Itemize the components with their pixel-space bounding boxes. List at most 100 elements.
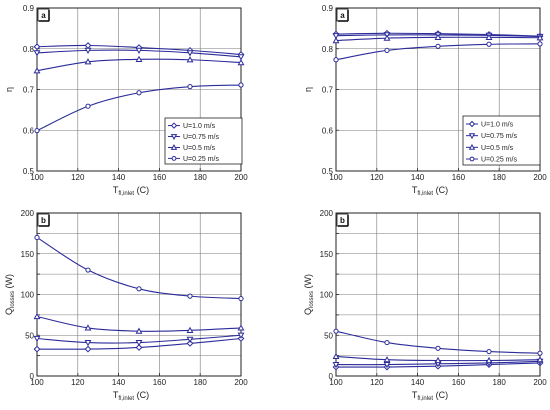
data-point bbox=[435, 43, 441, 49]
data-point bbox=[332, 33, 340, 40]
x-tick-label: 180 bbox=[493, 378, 507, 387]
series-u-0-5-m-s bbox=[33, 55, 245, 74]
y-tick-label: 200 bbox=[320, 209, 334, 218]
panel-label-text: a bbox=[41, 11, 46, 20]
series-curve-2 bbox=[332, 352, 544, 364]
x-tick-label: 100 bbox=[329, 378, 343, 387]
data-point bbox=[136, 286, 142, 292]
y-axis-label: Qlosses (W) bbox=[303, 274, 315, 315]
y-tick-label: 100 bbox=[320, 291, 334, 300]
legend-entry: U=1.0 m/s bbox=[481, 122, 514, 129]
x-tick-label: 120 bbox=[370, 173, 384, 182]
data-point bbox=[485, 356, 493, 364]
chart-q-right: 100 120 140 160 180 200 0 50 100 150 200 Tfl,inlet … bbox=[303, 209, 547, 402]
data-point bbox=[237, 54, 245, 61]
data-point bbox=[186, 336, 194, 343]
y-tick-label: 200 bbox=[21, 209, 35, 218]
x-tick-label: 180 bbox=[194, 173, 208, 182]
data-point bbox=[383, 361, 391, 369]
x-tick-label: 120 bbox=[370, 378, 384, 387]
legend-entry: U=0.75 m/s bbox=[481, 133, 517, 140]
x-tick-label: 140 bbox=[411, 378, 425, 387]
data-point bbox=[434, 356, 442, 364]
data-point bbox=[135, 344, 143, 351]
data-point bbox=[33, 335, 41, 343]
panel-label: a bbox=[336, 8, 349, 22]
data-point bbox=[332, 361, 340, 369]
data-point bbox=[135, 327, 143, 334]
data-point bbox=[485, 33, 493, 40]
x-tick-label: 180 bbox=[493, 173, 507, 182]
x-tick-label: 140 bbox=[411, 173, 425, 182]
x-tick-label: 100 bbox=[329, 173, 343, 182]
data-point bbox=[384, 47, 390, 53]
data-point bbox=[435, 345, 441, 351]
data-point bbox=[434, 33, 442, 40]
series-curve-2 bbox=[33, 312, 245, 334]
data-point bbox=[84, 324, 92, 331]
chart-q-left: 100 120 140 160 180 200 0 50 100 150 200 Tfl,inlet … bbox=[4, 209, 248, 402]
y-tick-label: 0 bbox=[30, 372, 35, 381]
x-tick-label: 200 bbox=[533, 378, 547, 387]
y-tick-label: 0.5 bbox=[23, 167, 35, 176]
data-point bbox=[237, 332, 245, 339]
legend-entry: U=0.5 m/s bbox=[481, 145, 514, 152]
data-point bbox=[186, 326, 194, 333]
data-point bbox=[186, 50, 194, 57]
panel-label: b bbox=[336, 213, 349, 227]
y-tick-label: 0.9 bbox=[322, 4, 334, 13]
x-tick-label: 100 bbox=[30, 173, 44, 182]
data-point bbox=[238, 82, 244, 88]
data-point bbox=[135, 47, 143, 55]
x-tick-label: 120 bbox=[71, 173, 85, 182]
legend-marker bbox=[469, 156, 475, 162]
y-tick-label: 50 bbox=[324, 331, 333, 340]
x-axis-label: Tfl,inlet (C) bbox=[412, 390, 448, 402]
panel-label: a bbox=[37, 8, 50, 22]
legend-marker bbox=[171, 156, 177, 161]
data-point bbox=[537, 41, 543, 47]
series-curve-3 bbox=[34, 234, 244, 302]
series-curve-1 bbox=[33, 332, 245, 347]
y-axis-label: Qlosses (W) bbox=[4, 274, 16, 315]
y-tick-label: 100 bbox=[21, 291, 35, 300]
data-point bbox=[33, 312, 41, 320]
data-point bbox=[187, 293, 193, 299]
legend-marker bbox=[468, 133, 476, 140]
y-tick-label: 0.8 bbox=[322, 45, 334, 54]
x-tick-label: 140 bbox=[112, 378, 126, 387]
legend: U=1.0 m/s U=0.75 m/s U=0.5 m/s U=0.25 m/s bbox=[164, 117, 243, 165]
panel-label-text: b bbox=[340, 216, 345, 225]
legend-marker bbox=[170, 134, 178, 140]
x-tick-label: 160 bbox=[153, 173, 167, 182]
data-point bbox=[33, 67, 41, 74]
x-axis-label: Tfl,inlet (C) bbox=[412, 185, 448, 197]
legend-marker bbox=[170, 144, 178, 150]
series-u-0-25-m-s bbox=[34, 82, 244, 134]
legend-entry: U=1.0 m/s bbox=[183, 123, 216, 130]
data-point bbox=[383, 356, 391, 363]
data-point bbox=[33, 50, 41, 57]
data-point bbox=[238, 295, 244, 302]
y-axis-label: η bbox=[4, 87, 14, 92]
series-curve-3 bbox=[333, 328, 543, 356]
data-point bbox=[332, 36, 340, 44]
legend-entry: U=0.5 m/s bbox=[183, 145, 216, 152]
y-tick-label: 0.8 bbox=[23, 45, 35, 54]
legend-entry: U=0.25 m/s bbox=[481, 157, 517, 164]
legend-marker bbox=[468, 120, 476, 128]
data-point bbox=[84, 58, 92, 65]
data-point bbox=[34, 234, 40, 241]
x-tick-label: 160 bbox=[153, 378, 167, 387]
legend-entry: U=0.25 m/s bbox=[183, 156, 219, 163]
y-tick-label: 0.7 bbox=[322, 86, 334, 95]
data-point bbox=[136, 90, 142, 96]
series-u-0-75-m-s bbox=[33, 47, 245, 61]
y-tick-label: 0.7 bbox=[23, 86, 35, 95]
data-point bbox=[135, 339, 143, 347]
series-curve-0 bbox=[33, 335, 245, 353]
y-tick-label: 150 bbox=[320, 250, 334, 259]
chart-eta-right: 100 120 140 160 180 200 0.5 0.6 0.7 0.8 0.9 Tfl,inl… bbox=[303, 4, 547, 197]
data-point bbox=[84, 339, 92, 347]
